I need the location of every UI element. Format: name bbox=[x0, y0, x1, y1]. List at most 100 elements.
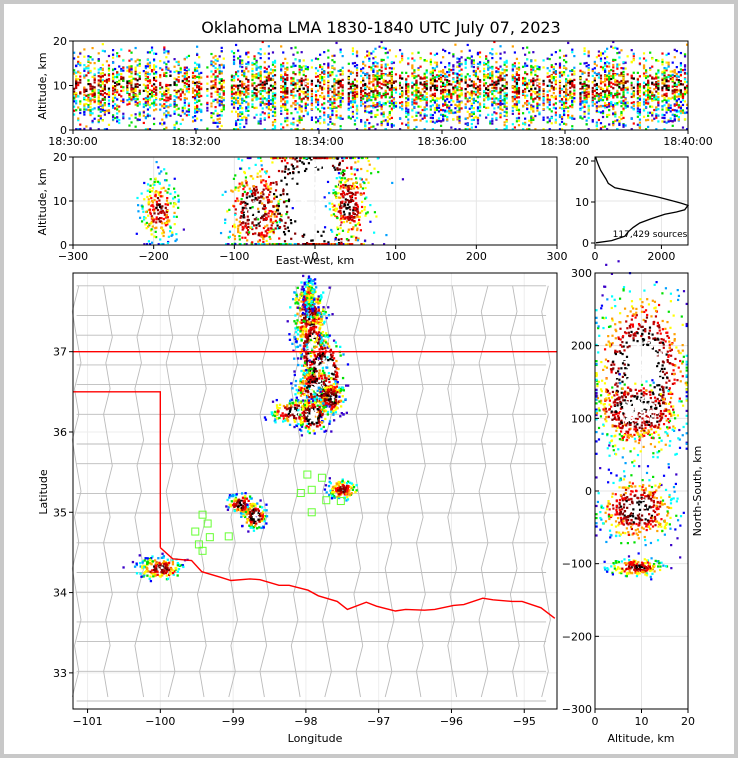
source-point bbox=[497, 98, 500, 101]
source-point bbox=[196, 84, 199, 87]
source-point bbox=[446, 89, 449, 92]
source-point bbox=[554, 62, 557, 66]
source-point bbox=[114, 86, 117, 89]
source-point bbox=[93, 92, 96, 95]
source-point bbox=[271, 96, 275, 100]
source-point bbox=[618, 85, 621, 89]
source-point bbox=[220, 100, 223, 103]
source-point bbox=[107, 78, 111, 81]
source-point bbox=[136, 85, 139, 88]
source-point bbox=[581, 106, 584, 109]
source-point bbox=[360, 74, 363, 78]
source-point bbox=[524, 65, 527, 68]
source-point bbox=[565, 101, 568, 105]
source-point bbox=[152, 83, 156, 86]
source-point bbox=[222, 86, 225, 89]
source-point bbox=[638, 101, 642, 105]
source-point bbox=[521, 104, 525, 107]
source-point bbox=[122, 115, 125, 118]
source-point bbox=[632, 84, 635, 87]
source-point bbox=[329, 98, 332, 101]
source-point bbox=[286, 89, 289, 92]
source-point bbox=[603, 77, 607, 80]
source-point bbox=[214, 66, 217, 70]
source-point bbox=[384, 83, 387, 87]
source-point bbox=[296, 51, 299, 54]
source-point bbox=[292, 88, 295, 91]
source-point bbox=[386, 116, 389, 119]
source-point bbox=[290, 128, 293, 131]
source-point bbox=[368, 77, 371, 80]
source-point bbox=[247, 80, 250, 83]
source-point bbox=[390, 91, 393, 94]
source-point bbox=[548, 103, 551, 106]
source-point bbox=[423, 86, 426, 89]
source-point bbox=[177, 71, 180, 74]
source-point bbox=[321, 106, 324, 109]
source-point bbox=[341, 66, 344, 69]
source-point bbox=[360, 120, 363, 123]
source-point bbox=[146, 91, 150, 94]
source-point bbox=[546, 98, 549, 101]
source-point bbox=[425, 76, 428, 79]
source-point bbox=[144, 71, 147, 74]
source-point bbox=[526, 82, 529, 85]
source-point bbox=[476, 87, 480, 90]
source-point bbox=[239, 91, 242, 94]
source-point bbox=[505, 118, 508, 122]
source-point bbox=[478, 104, 482, 107]
source-point bbox=[220, 124, 223, 128]
source-point bbox=[495, 117, 498, 120]
source-point bbox=[146, 71, 150, 74]
source-point bbox=[93, 62, 96, 65]
source-point bbox=[91, 81, 94, 85]
source-point bbox=[382, 80, 385, 83]
source-point bbox=[630, 84, 633, 87]
source-point bbox=[210, 80, 213, 83]
source-point bbox=[612, 74, 615, 77]
source-point bbox=[292, 62, 295, 65]
source-point bbox=[636, 91, 639, 94]
source-point bbox=[423, 108, 426, 112]
source-point bbox=[265, 99, 268, 102]
source-point bbox=[571, 69, 574, 72]
source-point bbox=[319, 81, 322, 84]
source-point bbox=[263, 83, 266, 86]
source-point bbox=[337, 93, 340, 96]
source-point bbox=[429, 89, 432, 92]
source-point bbox=[493, 101, 496, 104]
source-point bbox=[511, 90, 514, 94]
source-point bbox=[608, 70, 611, 73]
source-point bbox=[220, 72, 223, 75]
source-point bbox=[380, 87, 383, 90]
source-point bbox=[97, 114, 100, 118]
source-point bbox=[647, 80, 650, 83]
source-point bbox=[636, 87, 639, 90]
source-point bbox=[491, 90, 494, 93]
source-point bbox=[155, 108, 158, 111]
source-point bbox=[366, 54, 369, 57]
source-point bbox=[362, 79, 365, 83]
source-point bbox=[165, 100, 168, 103]
source-point bbox=[83, 90, 86, 93]
source-point bbox=[595, 88, 598, 91]
source-point bbox=[282, 91, 285, 94]
source-point bbox=[392, 80, 396, 83]
source-point bbox=[163, 122, 166, 125]
source-point bbox=[212, 64, 215, 68]
source-point bbox=[218, 55, 221, 58]
source-point bbox=[353, 97, 357, 100]
source-point bbox=[612, 87, 615, 90]
source-point bbox=[267, 73, 270, 76]
source-point bbox=[470, 80, 473, 83]
source-point bbox=[470, 106, 473, 109]
source-point bbox=[355, 92, 359, 96]
source-point bbox=[329, 107, 332, 110]
source-point bbox=[435, 65, 439, 68]
source-point bbox=[214, 62, 217, 65]
source-point bbox=[511, 74, 514, 77]
source-point bbox=[562, 122, 566, 125]
source-point bbox=[513, 87, 516, 90]
source-point bbox=[138, 75, 141, 78]
source-point bbox=[474, 72, 478, 75]
